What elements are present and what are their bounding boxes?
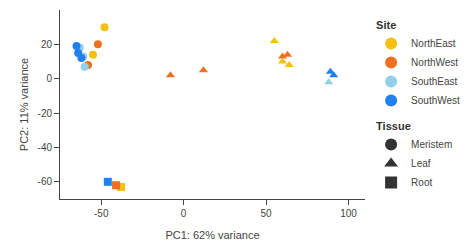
svg-text:SouthWest: SouthWest	[411, 95, 460, 106]
svg-text:0: 0	[181, 208, 187, 219]
svg-text:Tissue: Tissue	[376, 120, 411, 132]
svg-text:-50: -50	[94, 208, 109, 219]
svg-text:SouthEast: SouthEast	[411, 76, 457, 87]
svg-text:-60: -60	[38, 176, 53, 187]
svg-text:PC1: 62% variance: PC1: 62% variance	[165, 229, 259, 241]
svg-text:NorthEast: NorthEast	[411, 38, 456, 49]
svg-text:20: 20	[41, 39, 53, 50]
svg-text:50: 50	[261, 208, 273, 219]
svg-text:-20: -20	[38, 108, 53, 119]
svg-text:Leaf: Leaf	[411, 158, 431, 169]
svg-text:PC2: 11% variance: PC2: 11% variance	[18, 58, 30, 151]
svg-text:NorthWest: NorthWest	[411, 57, 458, 68]
svg-text:100: 100	[340, 208, 357, 219]
svg-text:Site: Site	[376, 19, 396, 31]
svg-text:Meristem: Meristem	[411, 139, 452, 150]
svg-text:Root: Root	[411, 177, 432, 188]
svg-text:-40: -40	[38, 142, 53, 153]
svg-text:0: 0	[46, 73, 52, 84]
